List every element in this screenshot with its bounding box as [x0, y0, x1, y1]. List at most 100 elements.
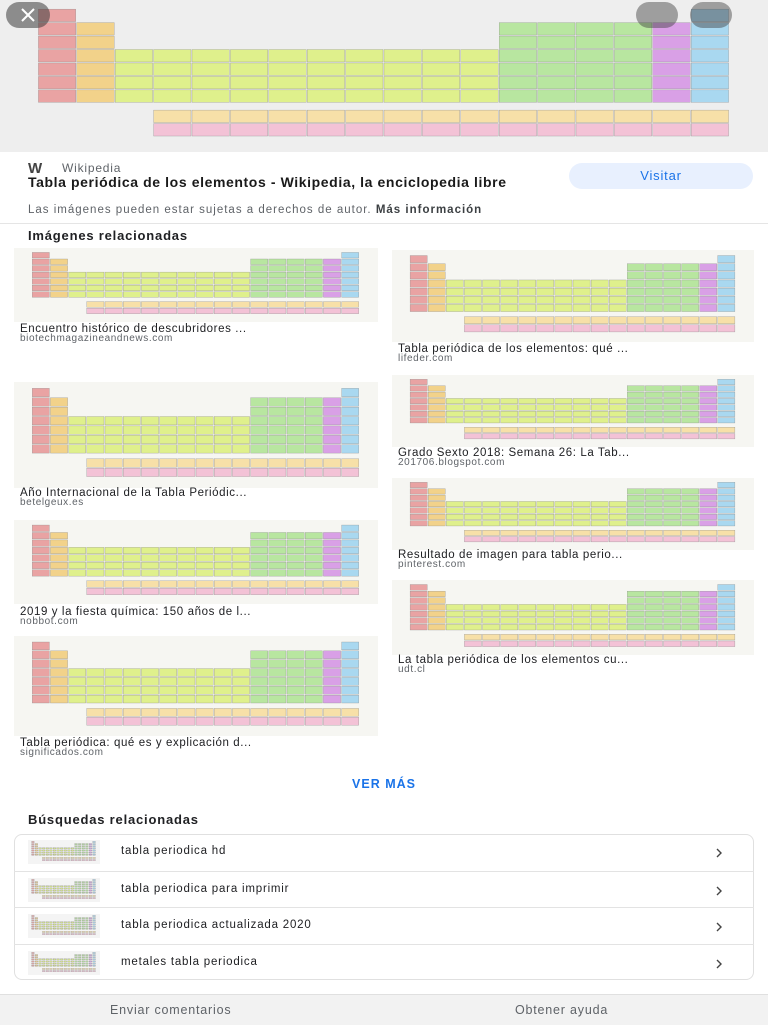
search-row[interactable]: metales tabla periodica — [14, 943, 754, 981]
element-cell — [323, 278, 341, 285]
element-cell — [536, 417, 555, 424]
element-cell — [250, 580, 268, 588]
element-cell — [32, 406, 50, 416]
element-cell — [78, 880, 82, 883]
element-cell — [383, 123, 422, 137]
element-cell — [609, 640, 627, 647]
element-cell — [717, 640, 736, 647]
search-thumbnail — [28, 914, 100, 938]
element-cell — [482, 304, 500, 312]
element-cell — [86, 547, 105, 554]
element-cell — [31, 885, 35, 887]
element-cell — [518, 501, 536, 507]
element-cell — [123, 580, 141, 588]
element-cell — [49, 849, 53, 852]
element-cell — [31, 880, 35, 883]
element-cell — [681, 296, 699, 304]
element-cell — [286, 717, 305, 726]
element-cell — [74, 894, 78, 897]
related-image[interactable] — [392, 580, 754, 655]
element-cell — [92, 964, 96, 966]
element-cell — [71, 896, 74, 899]
element-cell — [518, 304, 536, 312]
related-image[interactable] — [14, 636, 378, 736]
element-cell — [536, 610, 555, 617]
element-cell — [627, 529, 645, 536]
element-cell — [518, 520, 536, 527]
image-title[interactable]: 2019 y la fiesta química: 150 años de l.… — [20, 606, 252, 618]
element-cell — [464, 287, 482, 296]
element-cell — [74, 889, 78, 891]
element-cell — [645, 263, 663, 271]
element-cell — [53, 847, 56, 850]
result-title[interactable]: Tabla periódica de los elementos - Wikip… — [28, 174, 507, 190]
see-more[interactable]: VER MÁS — [352, 777, 416, 791]
element-cell — [74, 883, 78, 885]
element-cell — [609, 279, 627, 288]
element-cell — [286, 468, 305, 477]
periodic-table-picture — [38, 8, 729, 137]
related-image[interactable] — [392, 478, 754, 550]
element-cell — [38, 923, 42, 926]
element-cell — [42, 894, 46, 897]
image-title[interactable]: Resultado de imagen para tabla perio... — [398, 549, 623, 561]
element-cell — [464, 411, 482, 417]
element-cell — [572, 634, 591, 641]
element-cell — [177, 285, 196, 291]
element-cell — [482, 398, 500, 404]
image-title[interactable]: La tabla periódica de los elementos cu..… — [398, 654, 629, 666]
element-cell — [153, 62, 192, 76]
element-cell — [53, 851, 56, 854]
element-cell — [500, 296, 518, 304]
element-cell — [31, 887, 35, 889]
image-title[interactable]: Tabla periódica de los elementos: qué ..… — [398, 343, 629, 355]
element-cell — [464, 514, 482, 520]
search-row[interactable]: tabla periodica para imprimir — [14, 870, 754, 908]
searches-list: tabla periodica hd tabla periodica para i… — [0, 834, 768, 982]
element-cell — [63, 925, 67, 928]
more-info-link[interactable]: Más información — [375, 204, 483, 216]
help-link[interactable]: Obtener ayuda — [515, 1003, 609, 1017]
image-title[interactable]: Tabla periódica: qué es y explicación d.… — [20, 737, 252, 749]
element-cell — [286, 547, 305, 554]
related-image[interactable] — [392, 375, 754, 447]
element-cell — [645, 610, 663, 617]
element-cell — [49, 960, 53, 962]
element-cell — [572, 501, 591, 507]
element-cell — [554, 634, 573, 641]
related-image[interactable] — [14, 520, 378, 604]
element-cell — [681, 604, 699, 611]
element-cell — [32, 677, 50, 686]
element-cell — [554, 398, 573, 404]
element-cell — [627, 604, 645, 611]
search-row[interactable]: tabla periodica actualizada 2020 — [14, 907, 754, 944]
save-button[interactable] — [690, 2, 732, 28]
related-image[interactable] — [14, 382, 378, 488]
element-cell — [699, 501, 717, 507]
image-title[interactable]: Grado Sexto 2018: Semana 26: La Tab... — [398, 447, 630, 459]
image-title[interactable]: Encuentro histórico de descubridores ... — [20, 323, 247, 335]
element-cell — [81, 889, 85, 891]
close-button[interactable] — [6, 2, 50, 28]
share-button[interactable] — [636, 2, 678, 28]
related-image[interactable] — [14, 248, 378, 322]
element-cell — [609, 296, 627, 304]
element-cell — [699, 296, 717, 304]
visit-button[interactable]: Visitar — [569, 163, 753, 189]
element-cell — [341, 659, 359, 668]
element-cell — [286, 539, 305, 547]
search-row[interactable]: tabla periodica hd — [14, 834, 754, 870]
element-cell — [428, 617, 446, 624]
related-image[interactable] — [392, 250, 754, 342]
element-cell — [663, 263, 681, 271]
element-cell — [92, 958, 96, 960]
element-cell — [268, 76, 307, 90]
element-cell — [499, 49, 537, 63]
element-cell — [67, 928, 71, 930]
main-image[interactable] — [0, 0, 768, 152]
element-cell — [89, 843, 92, 845]
element-cell — [60, 967, 64, 970]
image-title[interactable]: Año Internacional de la Tabla Periódic..… — [20, 487, 248, 499]
feedback-link[interactable]: Enviar comentarios — [110, 1003, 232, 1017]
element-cell — [305, 406, 323, 416]
